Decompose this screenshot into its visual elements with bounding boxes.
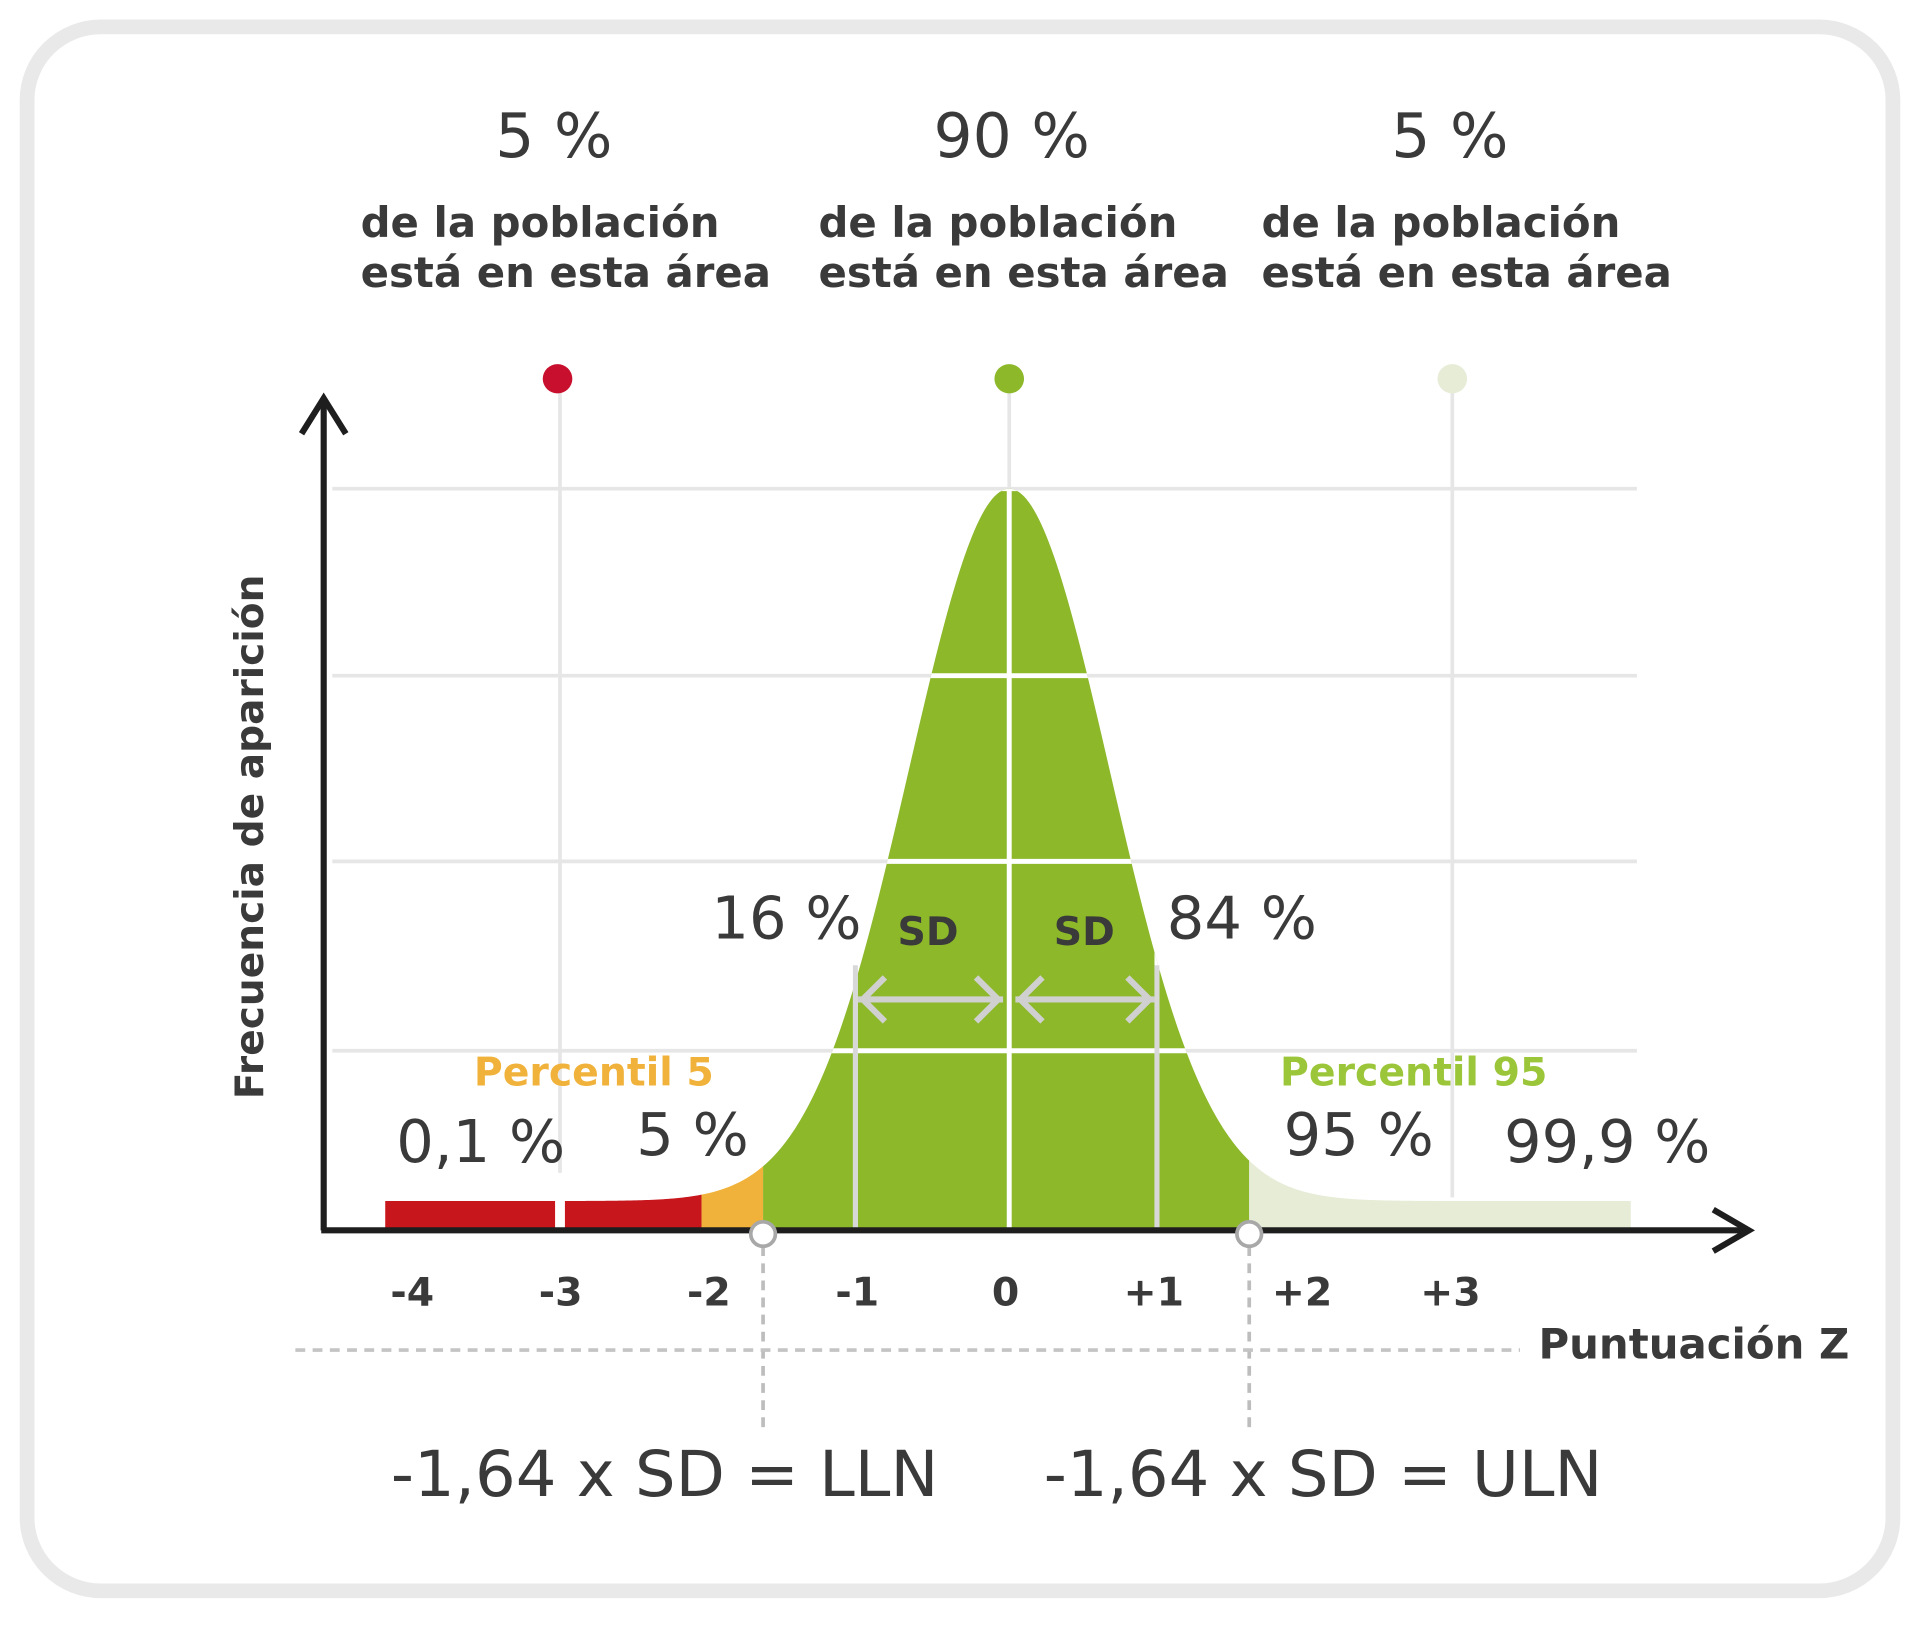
p5-area	[701, 1166, 764, 1228]
y-axis-head	[298, 392, 349, 436]
annotation: Percentil 5	[474, 1051, 714, 1096]
column-text: está en esta área	[361, 248, 771, 297]
annotation: 16 %	[711, 884, 861, 953]
annotation: SD	[897, 910, 958, 955]
center-area	[763, 488, 1250, 1228]
annotation: 5 %	[636, 1100, 749, 1169]
x-axis-label: Puntuación Z	[1538, 1320, 1849, 1369]
dot	[542, 364, 573, 394]
formula: -1,64 x SD = LLN	[391, 1438, 938, 1512]
annotation: 0,1 %	[396, 1107, 565, 1176]
annotation: Percentil 95	[1280, 1051, 1547, 1096]
ticks: -4 -3 -2 -1 0 +1 +2 +3	[390, 1271, 1480, 1316]
sd-arrow-head	[858, 975, 888, 1024]
y-axis-label: Frecuencia de aparición	[228, 575, 273, 1100]
x-tick-label: -2	[687, 1271, 731, 1316]
marker-circle	[748, 1219, 778, 1249]
annotation: 95 %	[1284, 1100, 1434, 1169]
marker-circle	[1235, 1219, 1264, 1249]
shapes	[295, 364, 1756, 1430]
x-tick-label: +3	[1420, 1271, 1480, 1316]
upper-area	[1249, 1160, 1631, 1228]
column-text: está en esta área	[818, 248, 1228, 297]
column-percent: 5 %	[1391, 101, 1508, 172]
sd-arrow-head	[1015, 975, 1045, 1024]
sd-arrow-head	[973, 975, 1003, 1024]
formula: -1,64 x SD = ULN	[1044, 1438, 1603, 1512]
column-text: de la población	[1262, 198, 1621, 247]
annotation: SD	[1054, 910, 1115, 955]
x-tick-label: -4	[390, 1271, 434, 1316]
column-text: está en esta área	[1262, 248, 1672, 297]
column-percent: 90 %	[934, 101, 1090, 172]
annotation: 84 %	[1167, 884, 1317, 953]
x-axis-head	[1711, 1206, 1756, 1254]
column-text: de la población	[818, 198, 1177, 247]
x-tick-label: +2	[1272, 1271, 1332, 1316]
annotation: 99,9 %	[1504, 1107, 1710, 1176]
x-tick-label: -3	[539, 1271, 583, 1316]
column-percent: 5 %	[495, 101, 612, 172]
x-tick-label: -1	[835, 1271, 879, 1316]
sd-arrow-head	[1125, 975, 1154, 1024]
dot	[1437, 364, 1468, 394]
tail-area	[385, 1194, 702, 1228]
x-tick-label: 0	[992, 1271, 1019, 1316]
x-tick-label: +1	[1124, 1271, 1184, 1316]
column-text: de la población	[361, 198, 720, 247]
dot	[994, 364, 1024, 394]
